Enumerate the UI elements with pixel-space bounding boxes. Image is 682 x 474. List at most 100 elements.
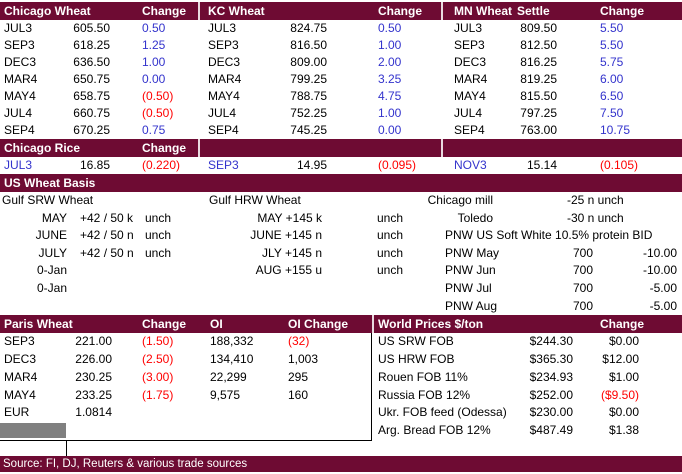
mill-label: Toledo [457, 210, 493, 225]
header-divider [198, 139, 200, 157]
open-interest: 9,575 [210, 387, 241, 402]
contract-month: DEC3 [4, 351, 37, 366]
market-label: US HRW FOB [378, 351, 455, 366]
futures-row: SEP3 618.25 1.25 SEP3 816.50 1.00 SEP3 8… [0, 37, 682, 54]
contract-month: MAY4 [454, 89, 486, 103]
futures-row: JUL4 660.75 (0.50) JUL4 752.25 1.00 JUL4… [0, 105, 682, 122]
price-change: 10.75 [600, 123, 631, 137]
settle-price: 752.25 [290, 106, 327, 120]
bottom-tables: SEP3 221.00 (1.50) 188,332 (32) DEC3 226… [0, 333, 682, 457]
rice-title: Chicago Rice [4, 141, 81, 155]
price-change: (0.50) [142, 89, 174, 103]
hrw-label: Gulf HRW Wheat [209, 193, 301, 207]
contract-month: SEP3 [454, 38, 485, 52]
contract-month: MAR4 [4, 369, 38, 384]
contract-month: DEC3 [4, 55, 37, 69]
header-divider [441, 139, 443, 157]
price-change: 0.00 [142, 72, 166, 86]
contract-month: MAR4 [208, 72, 242, 86]
mn-settle-header: Settle [517, 4, 550, 18]
fob-price: $365.30 [529, 351, 573, 366]
contract-month: JUL3 [208, 21, 237, 35]
hrw-status: unch [377, 210, 404, 225]
price-change: 0.00 [378, 123, 402, 137]
eur-rate: 1.0814 [75, 405, 112, 420]
settle-price: 816.25 [520, 55, 557, 69]
paris-change: (1.75) [142, 387, 174, 402]
basis-month: MAY [41, 210, 67, 225]
pnw-bid: 700 [572, 280, 593, 295]
contract-month: JUL4 [4, 106, 33, 120]
futures-row: SEP4 670.25 0.75 SEP4 745.25 0.00 SEP4 7… [0, 122, 682, 139]
fob-price: $487.49 [529, 423, 573, 438]
pnw-change: -10.00 [642, 245, 677, 260]
market-label: Russia FOB 12% [378, 387, 471, 402]
pnw-label: PNW May [445, 245, 499, 260]
pnw-bid: 700 [572, 298, 593, 313]
contract-month: SEP3 [4, 38, 35, 52]
paris-row: SEP3 221.00 (1.50) 188,332 (32) [0, 333, 682, 351]
world-row: Arg. Bread FOB 12% $487.49 $1.38 [0, 422, 682, 440]
contract-month: MAY4 [4, 387, 36, 402]
paris-change: (1.50) [142, 334, 174, 349]
price-change: 5.50 [600, 38, 624, 52]
eur-row: EUR 1.0814 [0, 404, 682, 422]
contract-month: SEP4 [208, 123, 239, 137]
price-change: 5.75 [600, 55, 624, 69]
basis-row: JULY +42 / 50 n unch JLY +145 n unch PNW… [0, 244, 682, 263]
fob-change: $1.38 [608, 423, 639, 438]
world-row: US SRW FOB $244.30 $0.00 [0, 333, 682, 351]
basis-month: JULY [38, 245, 67, 260]
fob-change: $0.00 [608, 405, 639, 420]
srw-label: Gulf SRW Wheat [2, 193, 94, 207]
basis-row: Gulf SRW Wheat Gulf HRW Wheat Chicago mi… [0, 192, 682, 210]
market-label: US SRW FOB [378, 334, 454, 349]
hrw-basis: MAY +145 k [257, 210, 322, 225]
oi-change: 160 [288, 387, 309, 402]
paris-row: MAR4 230.25 (3.00) 22,299 295 [0, 369, 682, 387]
basis-month: 0-Jan [36, 280, 67, 295]
basis-header-bar: US Wheat Basis [0, 174, 682, 192]
mn-change-header: Change [600, 4, 645, 18]
contract-month: SEP3 [208, 158, 239, 172]
contract-month: JUL4 [208, 106, 237, 120]
rice-header-bar: Chicago Rice Change [0, 139, 682, 157]
price-change: 3.25 [378, 72, 402, 86]
settle-price: 636.50 [73, 55, 110, 69]
table-divider-line [371, 333, 372, 441]
contract-month: JUL3 [4, 21, 33, 35]
srw-status: unch [145, 228, 172, 243]
contract-month: MAR4 [454, 72, 488, 86]
settle-price: 605.50 [73, 21, 110, 35]
price-change: 6.50 [600, 89, 624, 103]
futures-row: JUL3 605.50 0.50 JUL3 824.75 0.50 JUL3 8… [0, 20, 682, 37]
contract-month: DEC3 [454, 55, 487, 69]
open-interest: 22,299 [210, 369, 247, 384]
contract-month: SEP3 [208, 38, 239, 52]
price-change: 6.00 [600, 72, 624, 86]
pnw-change: -5.00 [649, 280, 677, 295]
pnw-label: PNW Jun [445, 263, 496, 278]
settle-price: 819.25 [520, 72, 557, 86]
open-interest: 134,410 [210, 351, 254, 366]
settle-price: 824.75 [290, 21, 327, 35]
price-change: 0.50 [378, 21, 402, 35]
kc-change-header: Change [378, 4, 423, 18]
fob-change: $1.00 [608, 369, 639, 384]
paris-change: (3.00) [142, 369, 174, 384]
table-bottom-border [0, 440, 372, 442]
paris-title: Paris Wheat [4, 317, 73, 332]
world-row: Rouen FOB 11% $234.93 $1.00 [0, 369, 682, 387]
mill-label: Chicago mill [427, 193, 493, 207]
price-change: (0.220) [142, 158, 181, 172]
settle-price: 809.00 [290, 55, 327, 69]
eur-label: EUR [4, 405, 30, 420]
basis-month: JUNE [35, 228, 67, 243]
hrw-status: unch [377, 263, 404, 278]
rice-row: JUL3 16.85 (0.220) SEP3 14.95 (0.095) NO… [0, 157, 682, 174]
basis-row: MAY +42 / 50 k unch MAY +145 k unch Tole… [0, 209, 682, 228]
srw-basis: +42 / 50 k [80, 210, 134, 225]
source-text: Source: FI, DJ, Reuters & various trade … [3, 458, 248, 471]
contract-month: JUL3 [454, 21, 483, 35]
